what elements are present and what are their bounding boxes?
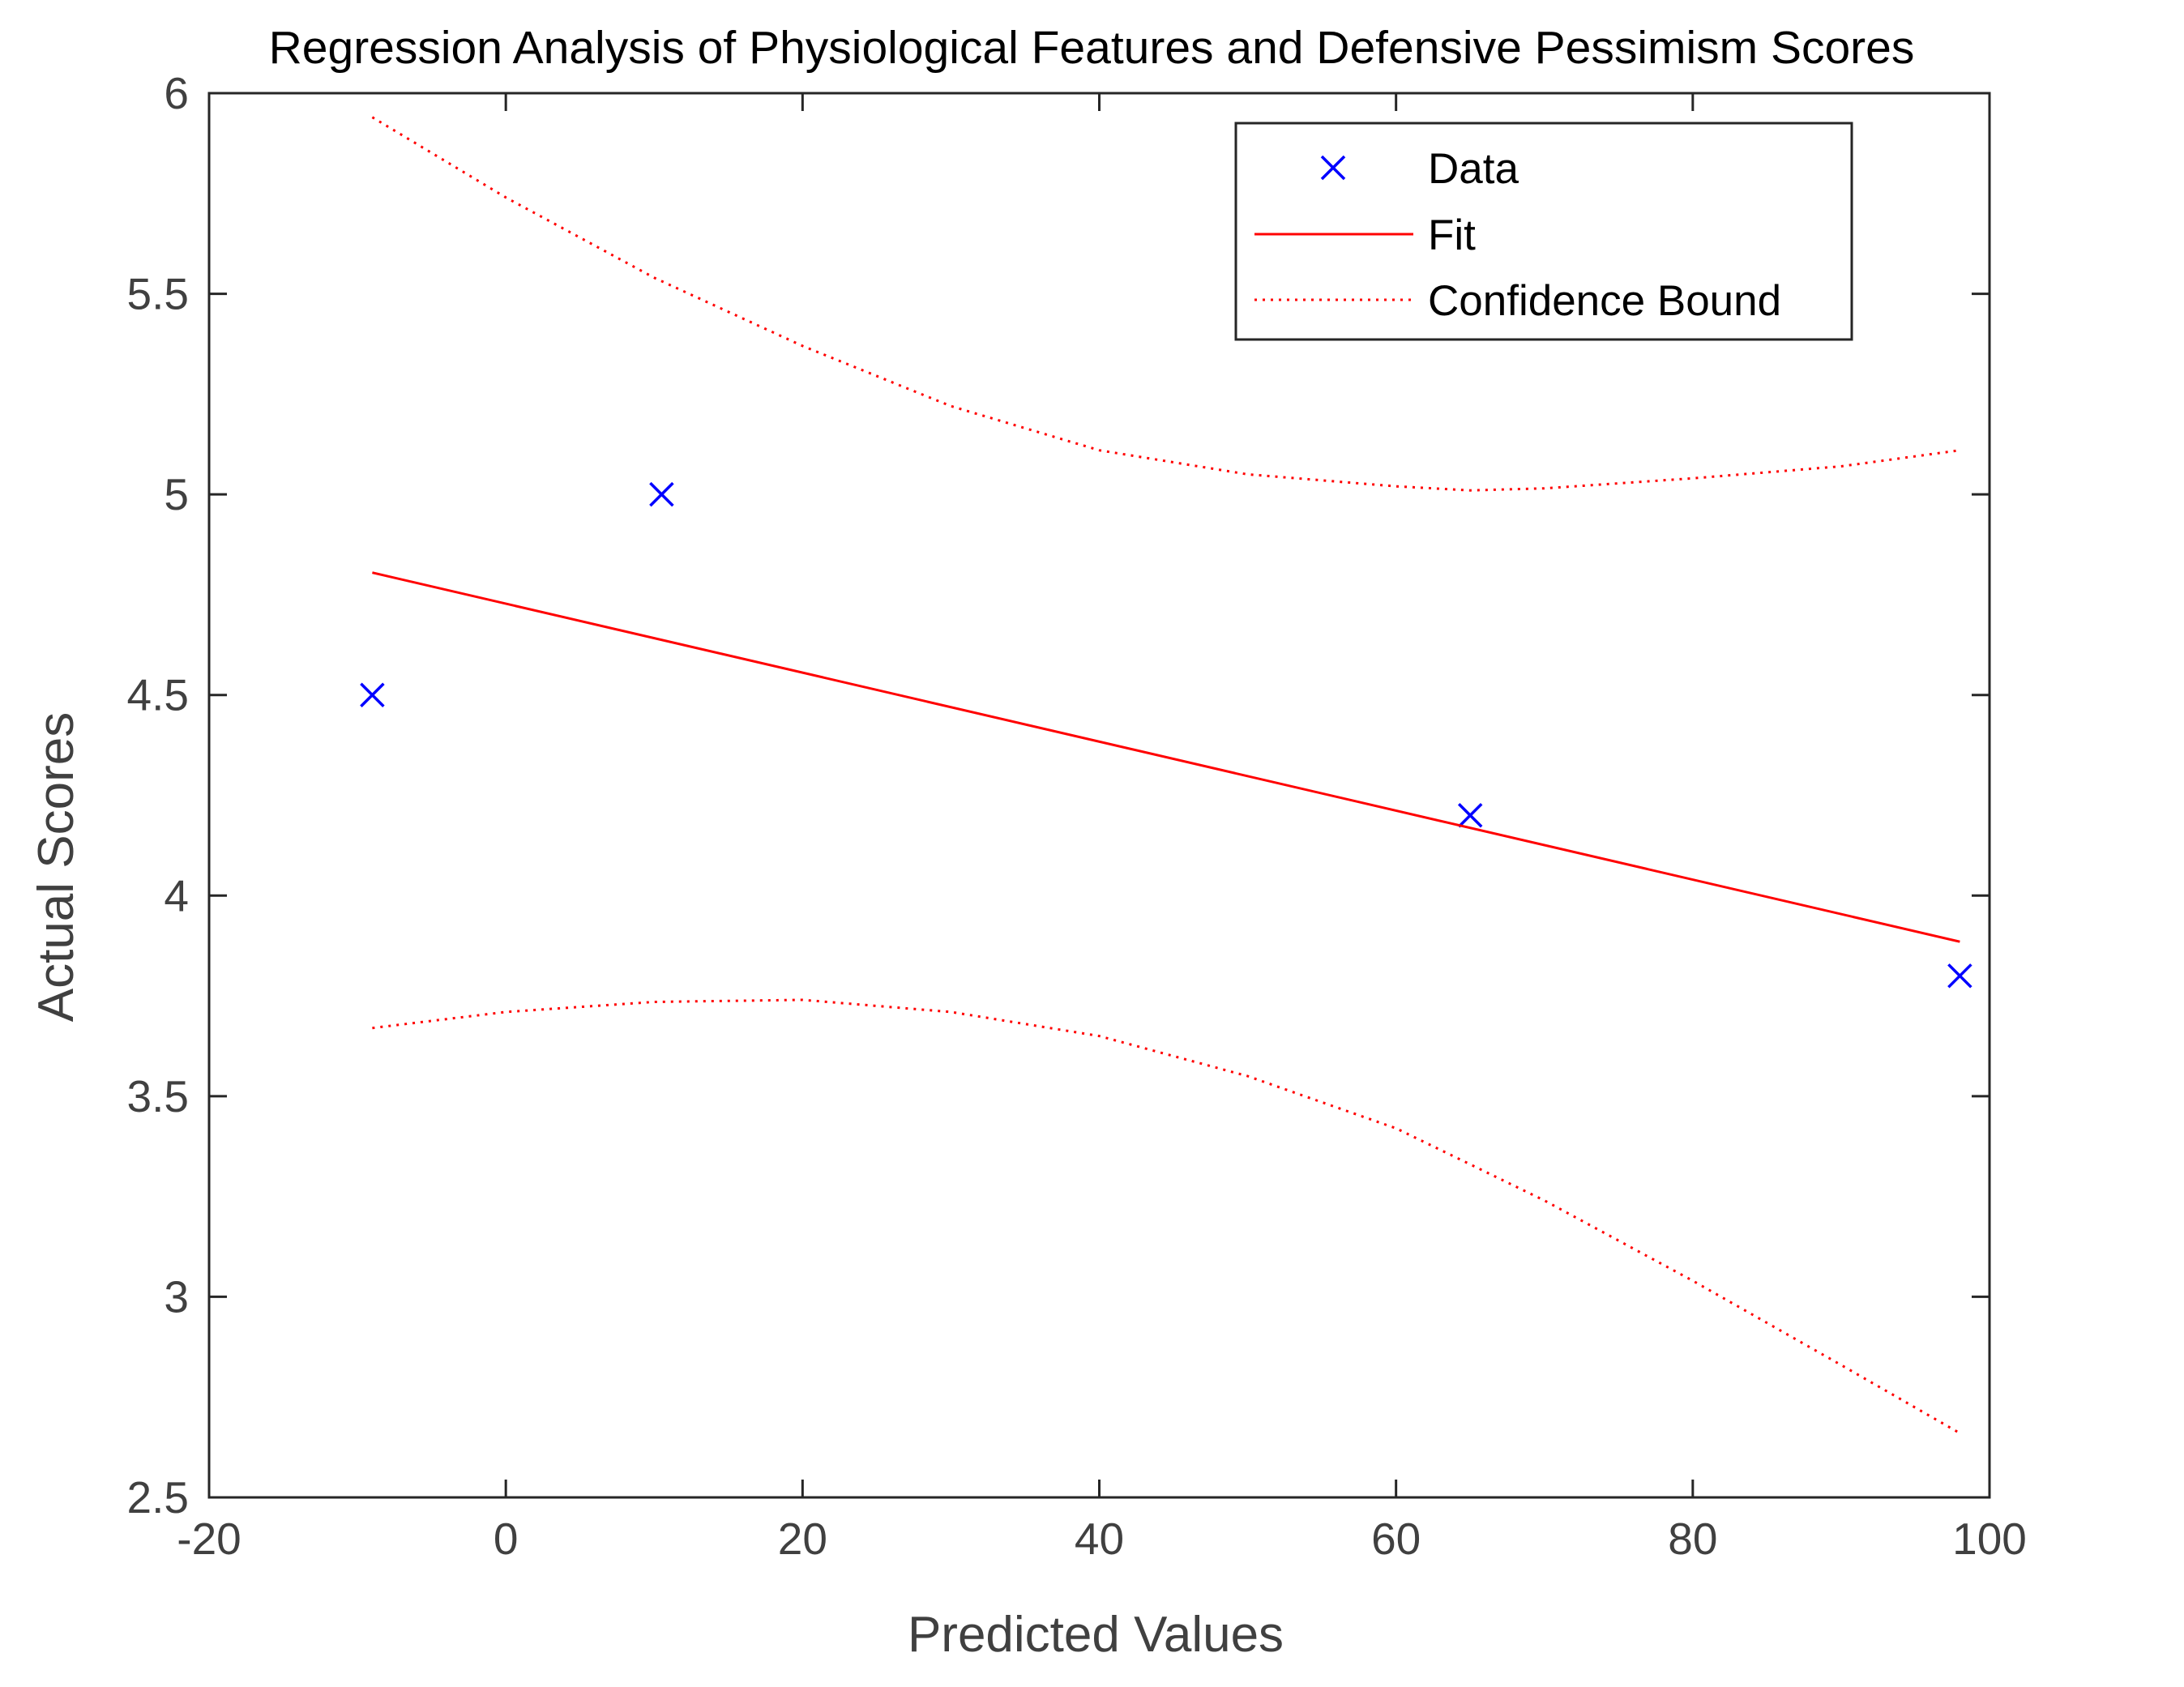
- data-point-2: [1457, 803, 1483, 828]
- x-tick-label: 0: [494, 1514, 519, 1564]
- y-tick-label: 4.5: [127, 670, 189, 720]
- y-tick-label: 2.5: [127, 1472, 189, 1523]
- legend-label-confidence: Confidence Bound: [1428, 277, 1781, 325]
- data-point-1: [649, 481, 674, 507]
- data-point-0: [360, 682, 385, 707]
- x-tick-label: -20: [177, 1514, 241, 1564]
- legend-label-data: Data: [1428, 145, 1519, 193]
- x-tick-label: 100: [1952, 1514, 2027, 1564]
- legend: Data Fit Confidence Bound: [1234, 122, 1853, 341]
- y-tick-label: 5: [164, 469, 189, 519]
- legend-data-marker: [1320, 155, 1346, 181]
- series-layer: [360, 116, 1972, 1435]
- y-tick-label: 6: [164, 68, 189, 118]
- ticks-layer: -20 0 20 40 60 80 100 2.5 3 3.5 4 4.5 5 5.5 6: [127, 68, 2027, 1564]
- y-tick-label: 5.5: [127, 269, 189, 319]
- y-tick-label: 3: [164, 1271, 189, 1322]
- legend-box: [1234, 122, 1853, 341]
- data-point-3: [1947, 963, 1972, 989]
- y-tick-label: 3.5: [127, 1071, 189, 1121]
- chart-title: Regression Analysis of Physiological Fea…: [269, 22, 1915, 74]
- series-line-3: [372, 998, 1961, 1435]
- series-line-2: [371, 116, 1960, 492]
- y-axis-label: Actual Scores: [28, 712, 84, 1023]
- x-tick-label: 80: [1668, 1514, 1717, 1564]
- x-tick-label: 20: [778, 1514, 827, 1564]
- x-tick-label: 40: [1075, 1514, 1124, 1564]
- y-tick-label: 4: [164, 870, 189, 920]
- x-tick-label: 60: [1371, 1514, 1421, 1564]
- series-line-1: [372, 571, 1960, 943]
- x-axis-label: Predicted Values: [908, 1607, 1284, 1663]
- legend-label-fit: Fit: [1428, 211, 1476, 259]
